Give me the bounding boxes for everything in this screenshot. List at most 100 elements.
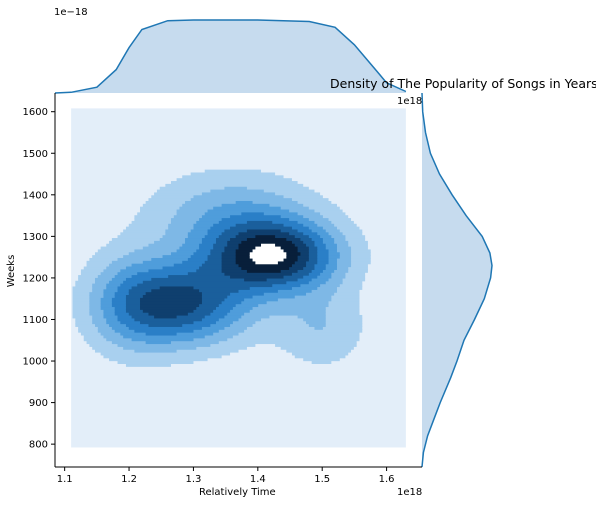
y-tick-label: 1600 <box>23 107 48 118</box>
kde-cell <box>297 314 326 319</box>
kde-cell <box>306 320 326 325</box>
kde-cell <box>213 206 281 211</box>
axes <box>51 93 422 471</box>
x-tick-label: 1.4 <box>250 474 266 485</box>
kde-cell <box>294 354 346 359</box>
kde-cell <box>246 220 273 225</box>
kde-cell <box>280 346 354 350</box>
kde-cell <box>140 297 202 302</box>
x-tick-label: 1.6 <box>379 474 395 485</box>
kde-cell <box>128 326 202 330</box>
kde-cell <box>134 349 177 353</box>
kde-cell <box>109 357 208 362</box>
kde-cell <box>224 186 247 191</box>
right-marginal-fill <box>422 93 492 467</box>
top-marginal-fill <box>55 20 406 93</box>
kde-cell <box>137 283 273 288</box>
y-tick-label: 1500 <box>23 149 48 160</box>
chart-title: Density of The Popularity of Songs in Ye… <box>330 76 596 91</box>
kde-cell <box>142 280 287 285</box>
kde-cell <box>140 303 200 308</box>
kde-cell <box>291 352 349 356</box>
kde-cell <box>148 323 183 327</box>
y-tick-label: 1100 <box>23 315 48 326</box>
kde-cell <box>201 192 276 196</box>
kde-cell <box>100 352 231 356</box>
kde-cell <box>210 189 264 194</box>
kde-cell <box>154 314 177 319</box>
kde-cell <box>249 252 287 256</box>
kde-cell <box>255 246 281 251</box>
y-tick-label: 900 <box>29 398 48 409</box>
y-tick-label: 1300 <box>23 232 48 243</box>
kde-cell <box>140 320 194 325</box>
x-tick-label: 1.2 <box>121 474 137 485</box>
kde-cell <box>255 260 278 265</box>
kde-cell <box>238 232 290 236</box>
kde-cell <box>190 172 276 176</box>
kde-cell <box>151 277 298 282</box>
kde-cell <box>303 357 340 362</box>
kde-cell <box>131 337 194 342</box>
kde-cell <box>145 332 177 336</box>
kde-cell <box>221 203 270 208</box>
kde-cell <box>252 257 284 262</box>
right-marginal-line <box>421 92 493 468</box>
kde-cell <box>275 343 357 347</box>
kde-cell <box>230 215 281 219</box>
kde-cell <box>123 346 197 350</box>
x-axis-label: Relatively Time <box>199 487 276 498</box>
kde-cell <box>140 300 202 305</box>
y-axis-label: Weeks <box>6 255 17 288</box>
kde-cell <box>123 334 205 339</box>
y-tick-label: 1400 <box>23 190 48 201</box>
kde-cell <box>224 272 292 276</box>
kde-cell <box>125 363 171 367</box>
kde-cell <box>314 326 323 330</box>
kde-cell <box>241 212 264 216</box>
y-tick-label: 1000 <box>23 357 48 368</box>
kde-cell <box>235 223 284 228</box>
kde-cell <box>103 354 222 359</box>
top-marginal-plot <box>54 19 407 94</box>
kde-cell <box>252 249 284 253</box>
kde-cell <box>207 209 290 213</box>
kde-cell <box>190 198 292 202</box>
kde-cell <box>142 309 194 313</box>
kde-cell <box>286 349 352 353</box>
kde-cell <box>176 178 292 182</box>
kde-cell <box>238 263 292 268</box>
kde-cell <box>117 360 194 365</box>
kde-cell <box>134 329 194 333</box>
kde-cell <box>244 277 267 282</box>
kde-level-8 <box>249 243 287 265</box>
kde-contours <box>72 169 371 367</box>
kde-cell <box>159 286 194 290</box>
joint-plot-area <box>71 108 406 448</box>
kde-cell <box>145 340 171 345</box>
kde-cell <box>151 289 200 293</box>
kde-cell <box>308 323 326 327</box>
kde-cell <box>221 218 290 222</box>
right-marginal-plot <box>421 92 493 468</box>
kde-cell <box>148 312 188 316</box>
top-marginal-line <box>54 19 407 94</box>
kde-cell <box>230 275 284 279</box>
kde-cell <box>142 295 202 299</box>
kde-cell <box>241 240 292 245</box>
kde-cell <box>311 360 332 365</box>
x-tick-label: 1.5 <box>314 474 330 485</box>
kde-cell <box>145 292 202 296</box>
kde-cell <box>241 266 290 270</box>
kde-cell <box>134 317 202 322</box>
x-tick-label: 1.3 <box>185 474 201 485</box>
kde-cell <box>246 229 281 233</box>
kde-cell <box>249 255 287 259</box>
kde-cell <box>193 195 284 199</box>
kde-cell <box>303 317 326 322</box>
y-tick-label: 800 <box>29 440 48 451</box>
x-offset-label: 1e18 <box>397 487 422 498</box>
kde-cell <box>261 243 276 248</box>
